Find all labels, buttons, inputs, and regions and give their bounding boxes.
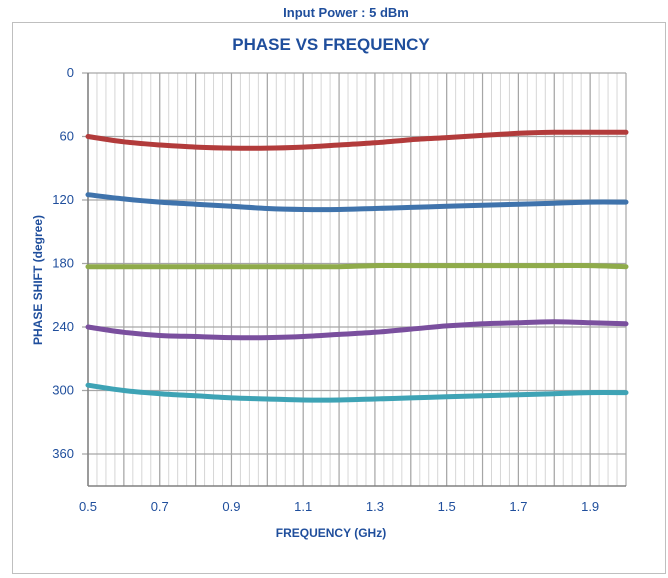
series-line-5	[85, 382, 629, 403]
x-tick-label: 0.5	[79, 499, 97, 514]
y-tick-label: 300	[52, 383, 74, 398]
x-axis-title: FREQUENCY (GHz)	[276, 526, 386, 540]
x-tick-label: 1.9	[581, 499, 599, 514]
chart-title: PHASE VS FREQUENCY	[232, 35, 430, 54]
y-tick-label: 60	[60, 129, 74, 144]
y-tick-label: 120	[52, 192, 74, 207]
x-tick-label: 1.5	[438, 499, 456, 514]
y-tick-label: 0	[67, 65, 74, 80]
series-lines	[85, 129, 629, 403]
tick-labels: 0.5 0.7 0.9 1.1 1.3 1.5 1.7 1.9 0 60 120 180 240 300 3…	[52, 65, 599, 514]
x-tick-label: 0.9	[222, 499, 240, 514]
series-line-3	[85, 263, 629, 270]
y-axis-title: PHASE SHIFT (degree)	[31, 215, 45, 345]
x-tick-label: 1.1	[294, 499, 312, 514]
chart-subtitle: Input Power : 5 dBm	[283, 5, 409, 20]
y-tick-label: 360	[52, 446, 74, 461]
x-tick-label: 0.7	[151, 499, 169, 514]
series-line-2	[85, 192, 629, 213]
x-tick-label: 1.3	[366, 499, 384, 514]
series-line-4	[85, 319, 629, 341]
series-line-1	[85, 129, 629, 151]
y-tick-label: 240	[52, 319, 74, 334]
x-tick-label: 1.7	[509, 499, 527, 514]
y-tick-label: 180	[52, 256, 74, 271]
